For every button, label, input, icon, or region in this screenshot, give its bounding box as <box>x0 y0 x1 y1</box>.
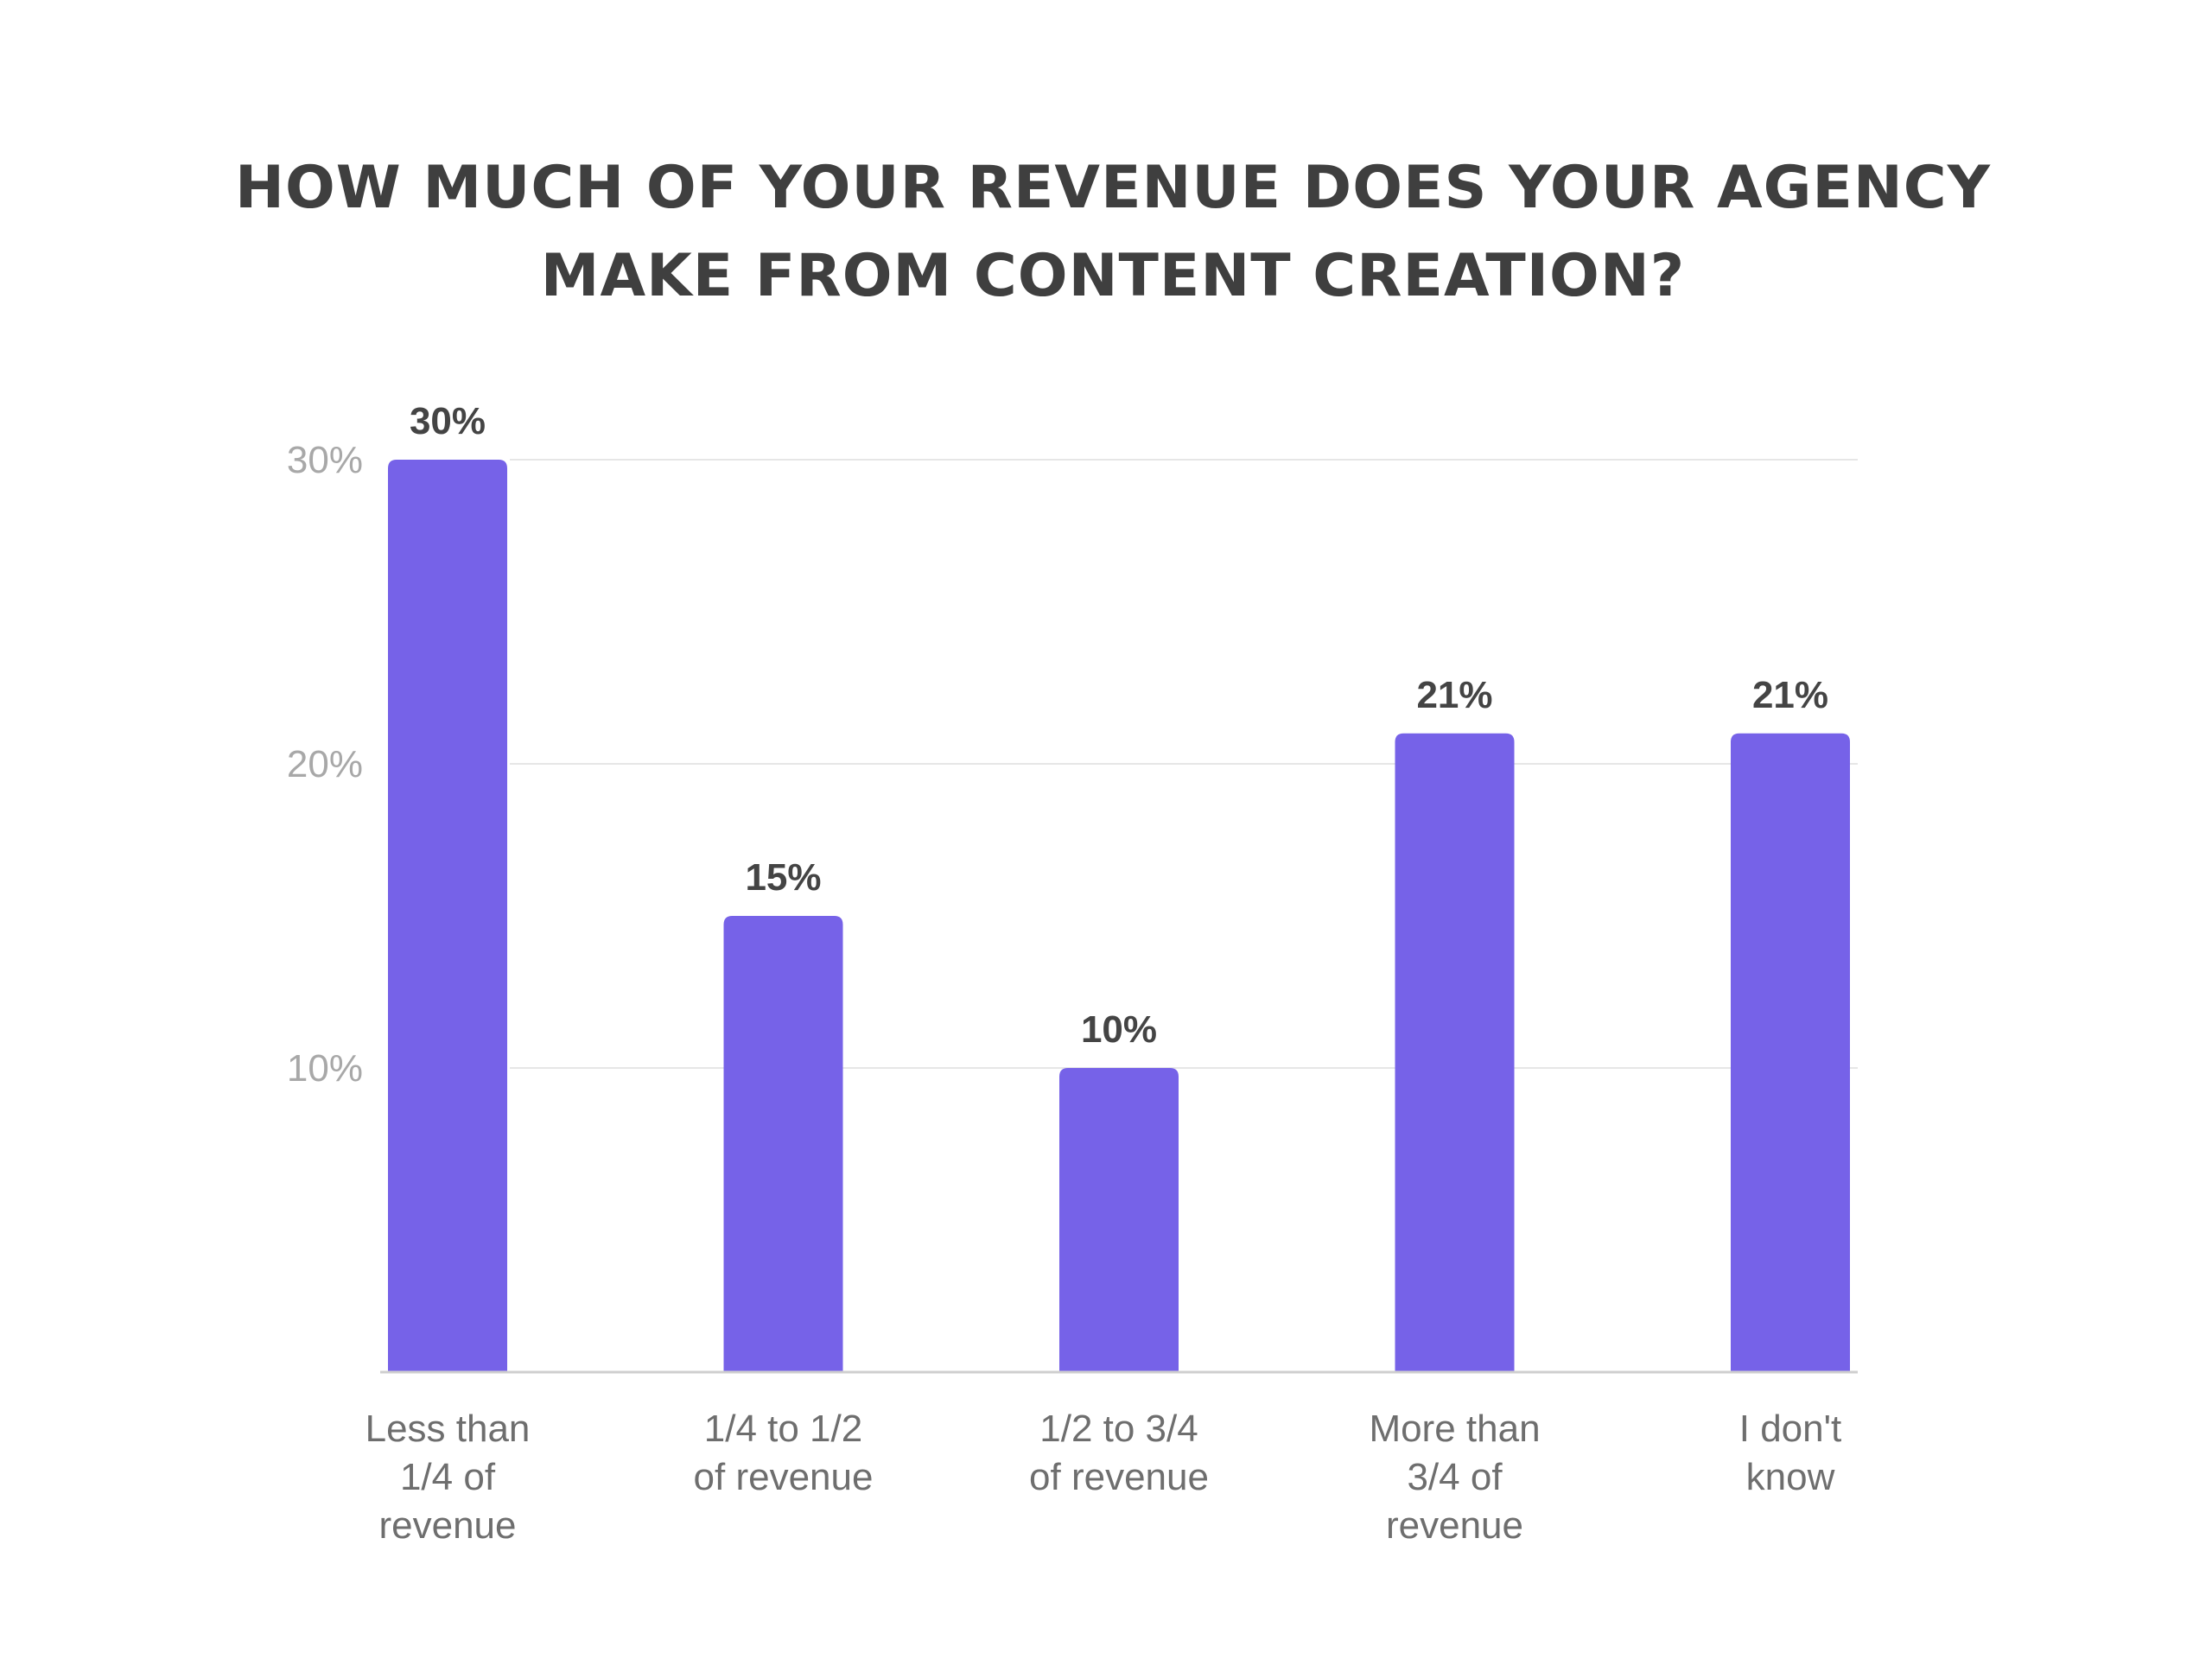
bars <box>388 460 1850 1372</box>
data-label: 30% <box>410 400 486 442</box>
data-label: 21% <box>1416 674 1492 716</box>
category-label: I don't <box>1739 1408 1842 1450</box>
y-tick-label: 20% <box>287 743 363 785</box>
category-label: 1/2 to 3/4 <box>1039 1408 1198 1450</box>
chart-title-line-1: HOW MUCH OF YOUR REVENUE DOES YOUR AGENC… <box>235 154 1991 222</box>
category-label: revenue <box>1386 1504 1523 1547</box>
category-label: More than <box>1369 1408 1540 1450</box>
bar <box>388 460 507 1372</box>
gridlines <box>510 459 1858 1069</box>
bar <box>1395 733 1515 1372</box>
bar <box>723 916 843 1372</box>
bar <box>1731 733 1850 1372</box>
category-label: Less than <box>365 1408 531 1450</box>
chart-title-line-2: MAKE FROM CONTENT CREATION? <box>541 242 1685 310</box>
data-label: 21% <box>1752 674 1828 716</box>
category-label: know <box>1746 1456 1835 1498</box>
category-label: 1/4 of <box>400 1456 496 1498</box>
category-labels: Less than 1/4 of revenue 1/4 to 1/2 of reven… <box>365 1408 1842 1547</box>
data-labels: 30% 15% 10% 21% 21% <box>410 400 1828 1051</box>
bar <box>1059 1068 1179 1372</box>
category-label: revenue <box>378 1504 516 1547</box>
category-label: of revenue <box>694 1456 874 1498</box>
data-label: 15% <box>745 856 821 899</box>
y-axis-ticks: 10% 20% 30% <box>287 439 363 1090</box>
y-tick-label: 10% <box>287 1047 363 1090</box>
category-label: 3/4 of <box>1407 1456 1503 1498</box>
category-label: of revenue <box>1029 1456 1209 1498</box>
category-label: 1/4 to 1/2 <box>704 1408 862 1450</box>
y-tick-label: 30% <box>287 439 363 481</box>
data-label: 10% <box>1081 1008 1157 1051</box>
